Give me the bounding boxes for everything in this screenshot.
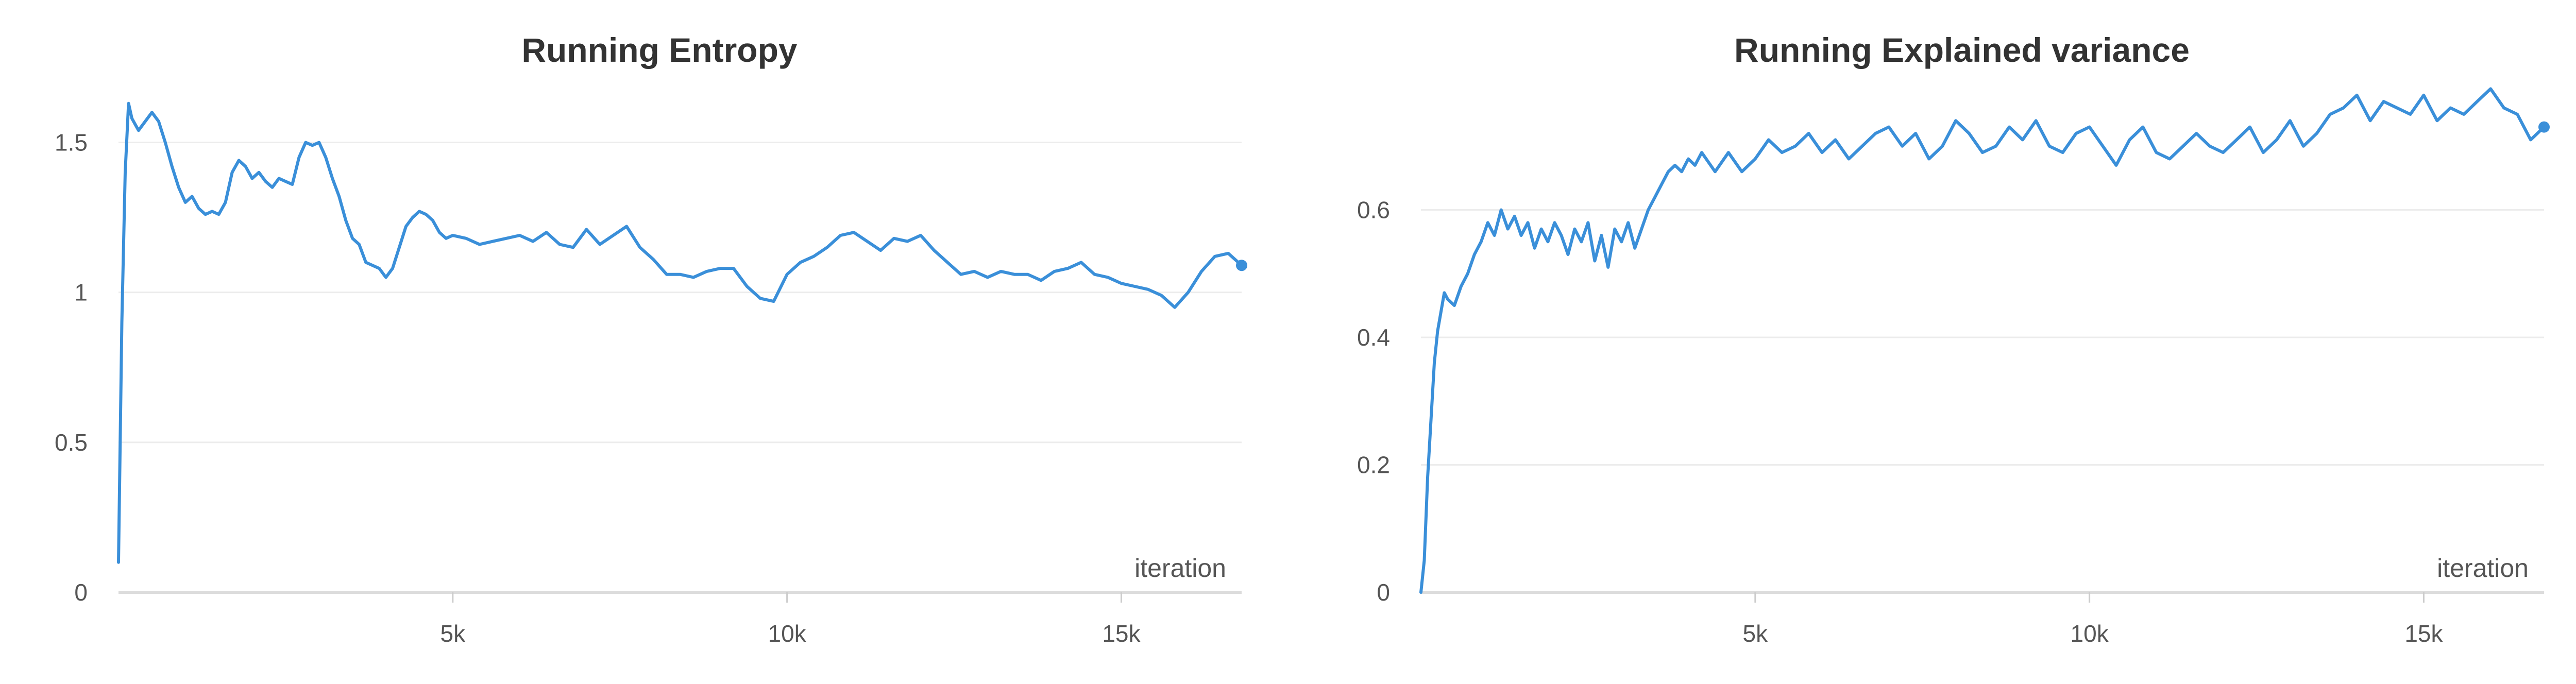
chart-title: Running Entropy: [521, 31, 798, 69]
y-tick-label: 0.2: [1357, 452, 1390, 478]
series-end-point: [2538, 121, 2550, 133]
chart-panel-explained-variance: Running Explained variance 0 0.2 0.4 0.6 5k 10…: [1302, 0, 2576, 684]
chart-title: Running Explained variance: [1734, 31, 2190, 69]
y-tick-label: 0.6: [1357, 197, 1390, 224]
chart-explained-variance: Running Explained variance 0 0.2 0.4 0.6 5k 10…: [1357, 31, 2550, 647]
x-axis-title: iteration: [2437, 554, 2529, 583]
x-tick-label: 15k: [1102, 620, 1141, 647]
x-tick-label: 10k: [2071, 620, 2109, 647]
chart-entropy: Running Entropy 0 0.5 1 1.5 5k 10k 15k iteration: [55, 31, 1247, 647]
y-tick-label: 0.5: [55, 429, 88, 456]
series-end-point: [1236, 260, 1247, 271]
y-tick-label: 0: [1377, 579, 1390, 606]
x-tick-label: 15k: [2404, 620, 2443, 647]
x-tick-label: 5k: [440, 620, 466, 647]
y-tick-label: 1: [74, 279, 88, 306]
x-tick-label: 10k: [768, 620, 807, 647]
y-tick-label: 0: [74, 579, 88, 606]
series-line: [117, 101, 1243, 564]
x-axis-title: iteration: [1134, 554, 1226, 583]
x-tick-label: 5k: [1743, 620, 1769, 647]
y-tick-label: 1.5: [55, 129, 88, 156]
series-line: [1419, 87, 2546, 594]
y-tick-label: 0.4: [1357, 324, 1390, 351]
chart-panel-entropy: Running Entropy 0 0.5 1 1.5 5k 10k 15k iteration: [55, 31, 1247, 647]
